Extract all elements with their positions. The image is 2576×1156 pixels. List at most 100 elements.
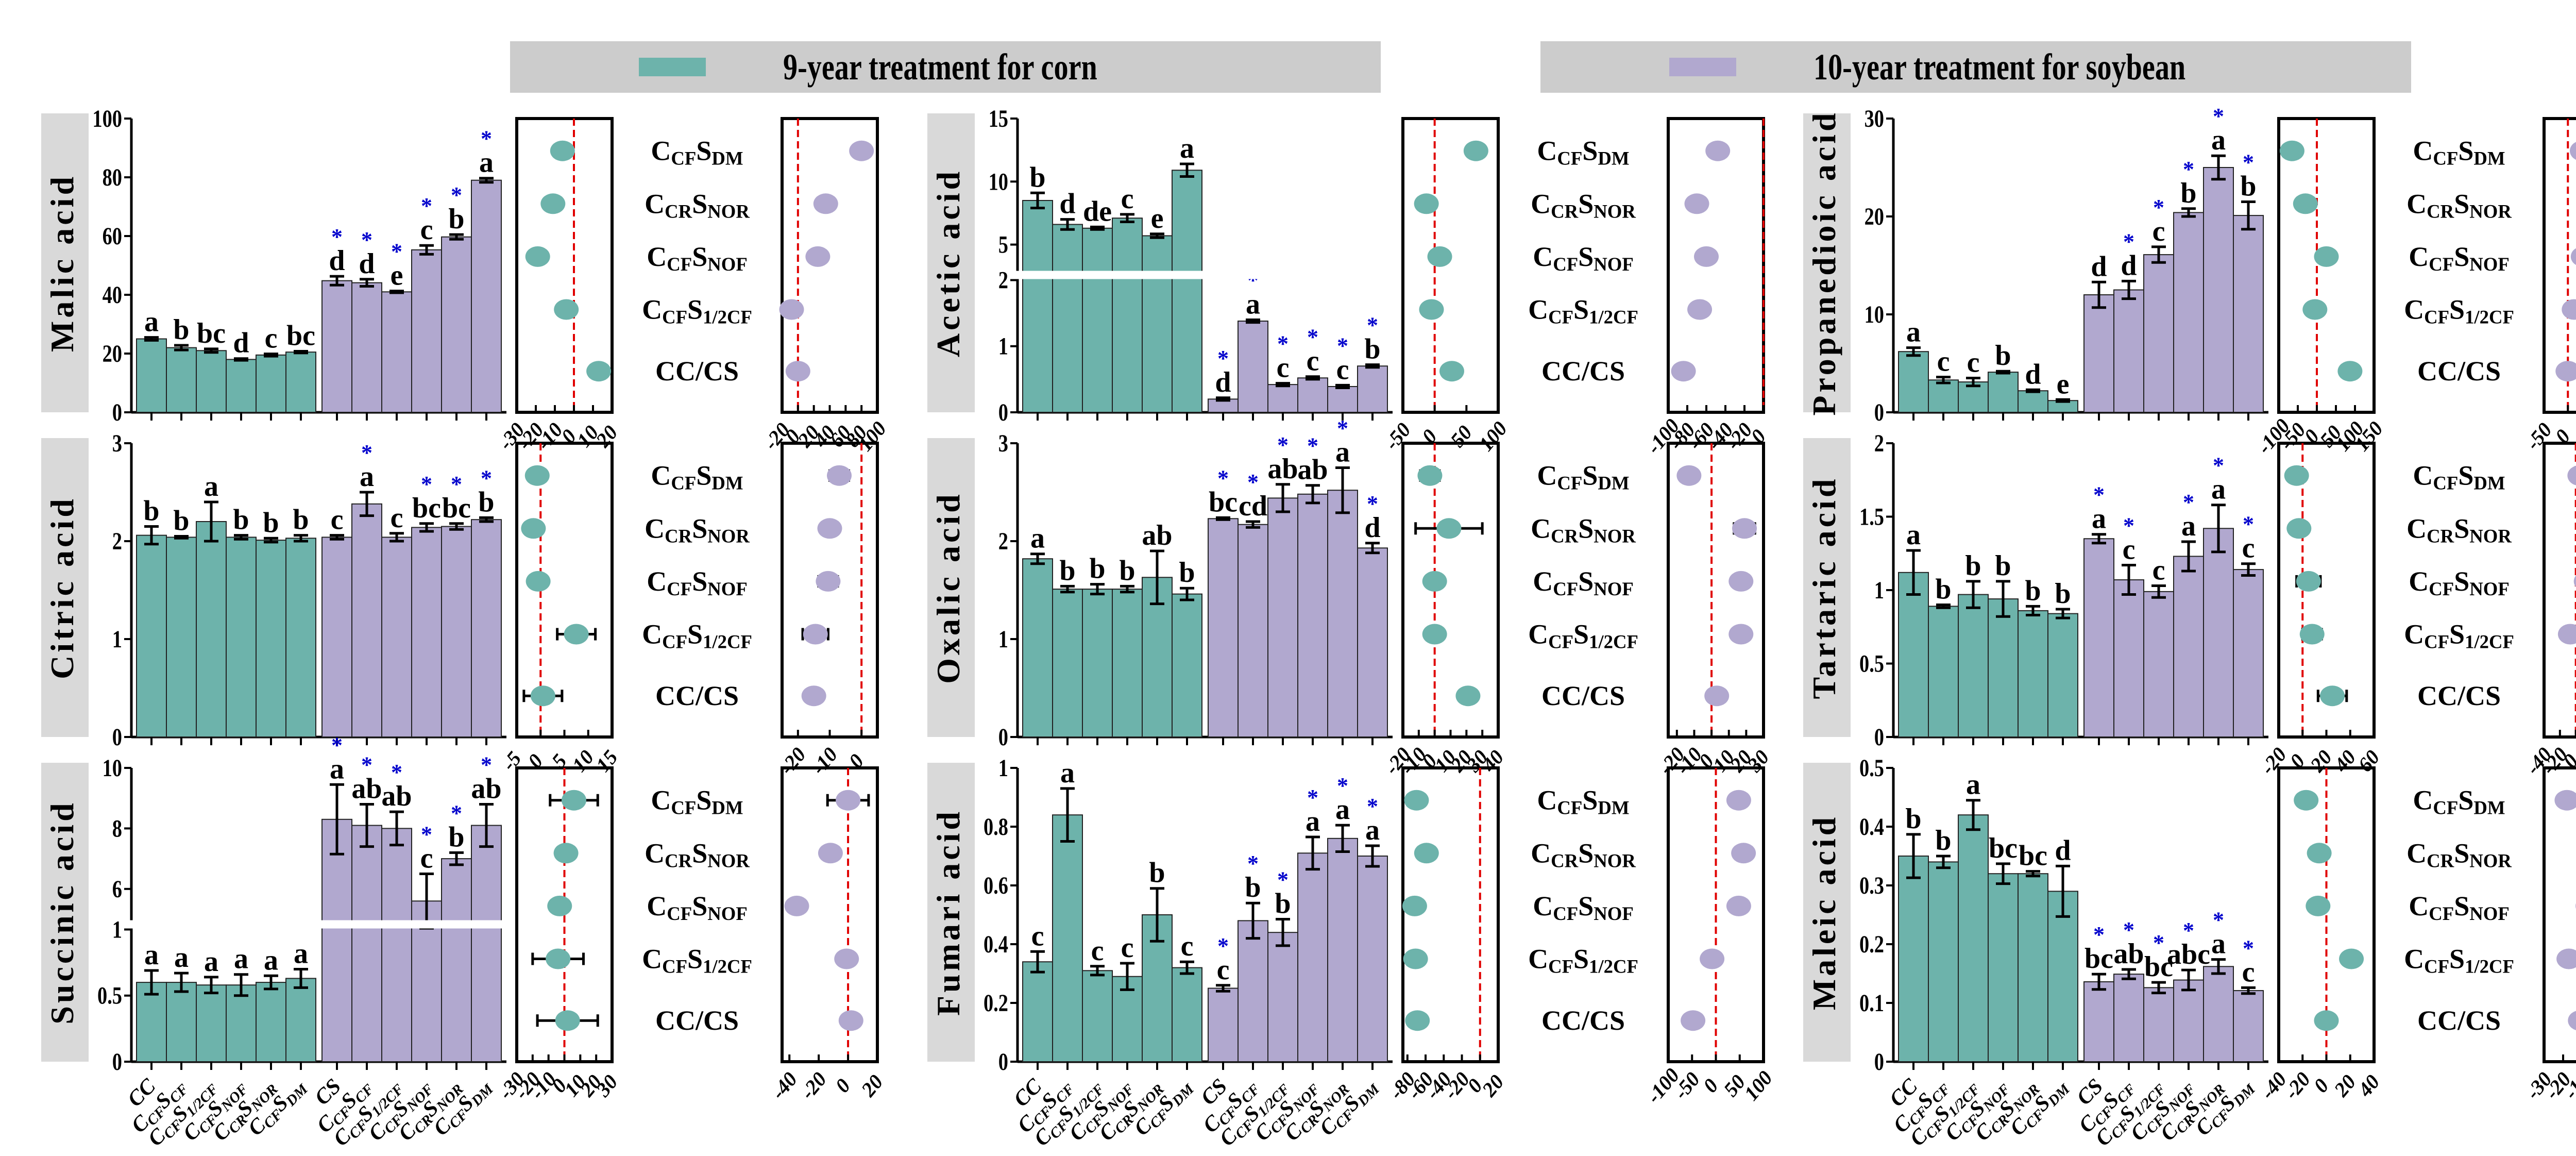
bar (1267, 384, 1298, 413)
bar (1022, 199, 1053, 413)
forest-frame-corn (515, 117, 614, 414)
forest-point-corn (524, 465, 550, 486)
significance-letter: c (331, 504, 344, 536)
bar (166, 347, 197, 413)
y-tick-label: 80 (103, 164, 122, 191)
significance-letter: a (2211, 124, 2226, 156)
bar (136, 534, 167, 738)
forest-point-soybean (1728, 571, 1754, 592)
forest-row-label: CC/CS (655, 1005, 739, 1036)
significance-letter: a (204, 471, 218, 502)
forest-frame-corn (1401, 766, 1500, 1063)
significance-letter: c (2153, 215, 2165, 247)
forest-point-soybean (2554, 790, 2576, 811)
significance-letter: c (2242, 532, 2255, 564)
bar (381, 537, 412, 738)
bar (2233, 215, 2264, 413)
bar (1327, 386, 1358, 413)
significance-letter: a (479, 147, 494, 179)
y-tick-label: 10 (989, 168, 1008, 195)
significance-star: * (481, 126, 492, 152)
forest-point-soybean (849, 140, 874, 161)
bar (285, 538, 316, 738)
significance-letter: b (1245, 872, 1261, 903)
forest-point-corn (1402, 895, 1427, 916)
forest-point-soybean (818, 843, 843, 864)
forest-point-soybean (1728, 624, 1754, 645)
forest-x-tick-label: -20 (2280, 1067, 2315, 1103)
panel-label-bg (927, 438, 975, 737)
y-tick-label: 60 (103, 223, 122, 250)
forest-row-label: CCFSNOF (1533, 566, 1634, 599)
significance-star: * (1217, 933, 1229, 959)
bar (2083, 981, 2114, 1062)
forest-x-tick-label: -50 (2521, 418, 2556, 454)
significance-star: * (2123, 917, 2134, 943)
forest-point-soybean (2570, 142, 2576, 160)
forest-x-tick-label: 100 (1474, 417, 1512, 456)
forest-point-soybean (1732, 518, 1757, 539)
forest-row-label: CCFSNOF (1533, 891, 1634, 924)
forest-row-label: CCFSDM (2413, 460, 2505, 494)
bar (1898, 572, 1929, 738)
y-tick-label: 0.2 (1859, 931, 1884, 958)
bar (2233, 990, 2264, 1063)
bar (2143, 987, 2174, 1062)
forest-point-soybean (805, 246, 831, 267)
significance-letter: b (1089, 553, 1105, 585)
y-tick-label: 0 (1874, 724, 1884, 751)
bar (2018, 390, 2048, 413)
forest-point-soybean (2556, 948, 2576, 969)
forest-row-label: CCFSNOF (647, 241, 748, 275)
forest-x-tick-label: 50 (2571, 421, 2576, 452)
bar (226, 537, 257, 738)
panel-label: Acetic acid (930, 169, 967, 357)
significance-letter: c (265, 323, 278, 355)
forest-point-corn (555, 1010, 580, 1031)
y-tick-label: 0.5 (1859, 650, 1884, 678)
significance-letter: abc (2167, 939, 2210, 970)
significance-star: * (361, 440, 372, 465)
forest-row-label: CCFSDM (1537, 136, 1629, 169)
significance-star: * (391, 239, 402, 264)
significance-letter: d (2055, 834, 2071, 866)
y-tick-label: 15 (989, 105, 1008, 132)
forest-point-corn (1419, 299, 1444, 320)
significance-letter: b (2180, 177, 2196, 209)
bar (196, 350, 227, 413)
bar (256, 354, 286, 413)
y-tick-label: 0.4 (1859, 813, 1884, 841)
forest-x-tick-label: -20 (2256, 743, 2291, 779)
bar (411, 249, 442, 413)
significance-star: * (481, 752, 492, 777)
significance-letter: a (294, 937, 308, 969)
forest-row-label: CC/CS (1541, 1005, 1625, 1036)
forest-point-soybean (1684, 193, 1709, 214)
y-tick-label: 0 (112, 399, 122, 426)
panel-label-bg (927, 113, 975, 412)
y-tick-label: 30 (1865, 105, 1884, 132)
significance-star: * (2213, 104, 2224, 129)
significance-star: * (1337, 416, 1348, 441)
significance-letter: b (1935, 825, 1951, 857)
significance-letter: b (1965, 550, 1981, 582)
forest-frame-soybean (2543, 442, 2576, 739)
forest-frame-soybean (1667, 442, 1765, 739)
bar (1172, 967, 1202, 1062)
significance-letter: c (1031, 920, 1044, 952)
significance-star: * (2183, 918, 2194, 943)
forest-point-corn (1405, 1010, 1430, 1031)
forest-point-soybean (2562, 299, 2576, 320)
significance-star: * (2243, 150, 2254, 175)
bar (2113, 579, 2144, 738)
significance-star: * (451, 800, 462, 826)
forest-point-soybean (2573, 575, 2576, 588)
forest-frame-soybean (781, 766, 879, 1063)
forest-row-label: CCFSDM (651, 785, 743, 818)
forest-row-label: CC/CS (2417, 356, 2501, 387)
forest-point-corn (1463, 140, 1488, 161)
forest-point-corn (540, 193, 566, 214)
significance-letter: bc (1209, 486, 1238, 518)
significance-letter: a (1335, 794, 1350, 826)
